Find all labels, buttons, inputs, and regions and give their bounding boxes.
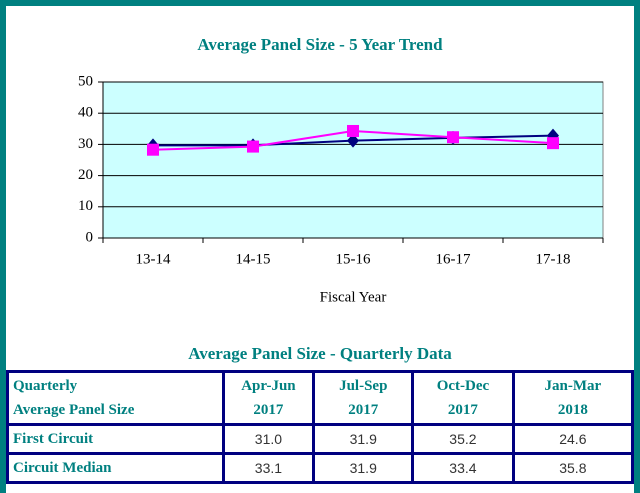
header-cell: Quarterly Average Panel Size [6, 370, 225, 426]
marker [347, 133, 359, 148]
x-tick-label: 13-14 [136, 251, 171, 267]
marker [247, 140, 259, 153]
cell: 31.9 [312, 423, 415, 455]
header-line: Average Panel Size [13, 402, 135, 418]
marker [547, 137, 559, 150]
y-tick-label: 50 [78, 73, 93, 89]
marker [447, 131, 459, 144]
y-tick-label: 10 [78, 198, 93, 214]
cell: 33.4 [411, 452, 515, 484]
y-tick-label: 0 [86, 229, 94, 245]
header-line: Quarterly [13, 378, 78, 394]
data-table: Quarterly Average Panel Size Apr-Jun 2017 Ju… [6, 370, 635, 484]
header-line: Jul-Sep [339, 378, 388, 394]
y-tick-label: 30 [78, 136, 93, 152]
marker [147, 143, 159, 156]
header-line: Apr-Jun [241, 378, 296, 394]
y-tick-label: 20 [78, 167, 93, 183]
table-title: Average Panel Size - Quarterly Data [188, 344, 452, 363]
header-cell: Apr-Jun 2017 [221, 370, 316, 426]
x-tick-label: 14-15 [236, 251, 271, 267]
header-line: 2017 [447, 402, 478, 418]
header-line: 2017 [348, 402, 379, 418]
x-tick-label: 17-18 [536, 251, 571, 267]
header-line: Jan-Mar [544, 378, 602, 394]
header-line: 2018 [557, 402, 588, 418]
cell: 31.0 [221, 423, 316, 455]
cell: 33.1 [221, 452, 316, 484]
cell: 24.6 [511, 423, 635, 455]
header-cell: Jul-Sep 2017 [312, 370, 415, 426]
header-cell: Oct-Dec 2017 [411, 370, 515, 426]
header-line: 2017 [253, 402, 284, 418]
x-tick-label: 15-16 [336, 251, 371, 267]
chart: Average Panel Size - 5 Year Trend Fiscal… [78, 35, 604, 305]
row-label: First Circuit [6, 423, 225, 455]
cell: 35.2 [411, 423, 515, 455]
header-cell: Jan-Mar 2018 [511, 370, 635, 426]
row-label: Circuit Median [6, 452, 225, 484]
header-row: Quarterly Average Panel Size Apr-Jun 2017 Ju… [6, 370, 635, 426]
y-tick-label: 40 [78, 105, 93, 121]
cell: 31.9 [312, 452, 415, 484]
x-axis-label: Fiscal Year [320, 289, 387, 305]
chart-title: Average Panel Size - 5 Year Trend [197, 35, 443, 54]
marker [347, 124, 359, 137]
x-tick-label: 16-17 [436, 251, 471, 267]
header-line: Oct-Dec [436, 378, 490, 394]
plot-area [102, 81, 604, 239]
cell: 35.8 [511, 452, 635, 484]
data-row: First Circuit 31.0 31.9 35.2 24.6 [6, 423, 635, 455]
data-row: Circuit Median 33.1 31.9 33.4 35.8 [6, 452, 635, 484]
